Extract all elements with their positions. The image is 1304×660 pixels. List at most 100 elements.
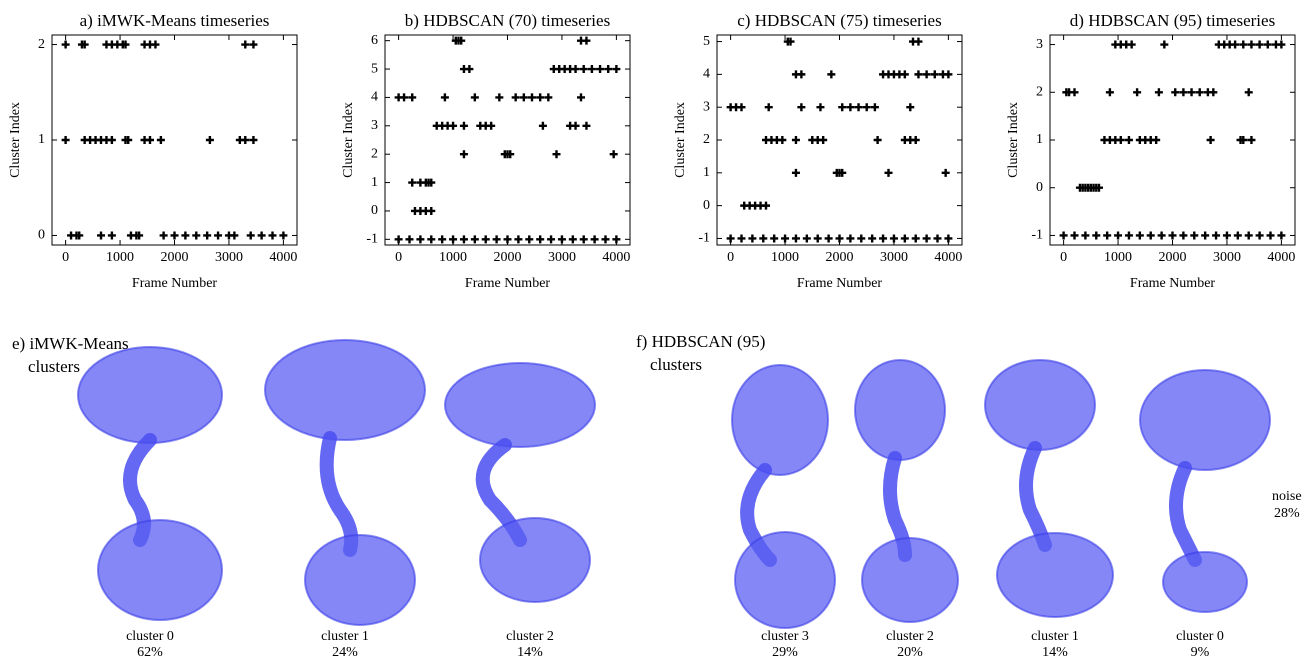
point <box>816 103 825 112</box>
point <box>1127 40 1136 49</box>
y-axis-label: Cluster Index <box>8 102 23 178</box>
x-tick-label: 3000 <box>215 250 243 265</box>
x-tick-label: 3000 <box>1213 250 1241 265</box>
point <box>249 136 258 144</box>
point <box>1171 88 1180 97</box>
point <box>819 136 828 144</box>
point <box>770 234 779 243</box>
point <box>911 136 920 144</box>
point <box>1179 231 1188 240</box>
noise-label: noise <box>1272 489 1302 504</box>
x-axis-label: Frame Number <box>1130 276 1215 291</box>
point <box>1160 40 1169 49</box>
point <box>506 150 515 159</box>
point <box>1233 231 1242 240</box>
chart-title: b) HDBSCAN (70) timeseries <box>405 11 610 30</box>
point <box>1081 231 1090 240</box>
x-tick-label: 1000 <box>106 250 134 265</box>
point <box>748 234 757 243</box>
point <box>759 234 768 243</box>
y-tick-label: 3 <box>1036 37 1043 52</box>
y-tick-label: 6 <box>371 33 378 48</box>
point <box>582 36 591 45</box>
point <box>1133 88 1142 97</box>
point <box>557 235 566 244</box>
cluster-percent: 29% <box>772 645 798 660</box>
cluster-label: cluster 1 <box>1031 629 1079 644</box>
point <box>838 168 847 177</box>
point <box>612 65 621 74</box>
point <box>1070 231 1079 240</box>
y-tick-label: 4 <box>703 67 710 82</box>
x-tick-label: 0 <box>62 250 69 265</box>
point <box>214 231 223 240</box>
point <box>764 103 773 112</box>
point <box>405 235 414 244</box>
y-tick-label: 4 <box>371 90 378 105</box>
y-tick-label: 2 <box>1036 84 1043 99</box>
y-axis-label: Cluster Index <box>673 102 688 178</box>
point <box>80 40 89 49</box>
y-tick-label: 1 <box>703 165 710 180</box>
point <box>791 136 800 144</box>
point <box>737 234 746 243</box>
cluster-label: cluster 0 <box>1176 629 1224 644</box>
point <box>1146 231 1155 240</box>
point <box>1157 231 1166 240</box>
y-tick-label: -1 <box>1031 228 1043 243</box>
structure <box>444 362 596 603</box>
point <box>544 93 553 102</box>
point <box>438 235 447 244</box>
plot-frame <box>716 34 963 246</box>
point <box>181 231 190 240</box>
point <box>838 103 847 112</box>
point <box>1168 231 1177 240</box>
point <box>911 234 920 243</box>
y-tick-label: 0 <box>371 203 378 218</box>
point <box>914 70 923 79</box>
point <box>97 231 105 240</box>
point <box>1277 231 1286 240</box>
point <box>107 231 116 240</box>
y-tick-label: 0 <box>1036 180 1043 195</box>
point <box>241 136 250 144</box>
point <box>525 235 534 244</box>
point <box>440 93 449 102</box>
x-tick-label: 2000 <box>826 250 854 265</box>
point <box>786 37 795 46</box>
point <box>241 40 250 49</box>
y-tick-label: -1 <box>366 232 378 247</box>
point <box>824 234 833 243</box>
point <box>1266 231 1275 240</box>
point <box>1247 40 1256 49</box>
point <box>612 235 621 244</box>
point <box>470 93 479 102</box>
point <box>552 150 561 159</box>
y-tick-label: 0 <box>703 198 710 213</box>
structure <box>731 364 836 629</box>
point <box>459 150 468 159</box>
point <box>61 40 70 49</box>
chart-title: c) HDBSCAN (75) timeseries <box>737 11 941 30</box>
point <box>492 235 501 244</box>
point <box>408 178 417 187</box>
x-tick-label: 0 <box>1060 250 1067 265</box>
cluster-label: cluster 2 <box>506 629 554 644</box>
plot-frame <box>51 34 298 246</box>
point <box>791 234 800 243</box>
chart: d) HDBSCAN (95) timeseries Frame Number Cl… <box>1006 11 1296 291</box>
cluster-percent: 14% <box>1042 645 1068 660</box>
point <box>75 231 84 240</box>
structure <box>264 339 426 626</box>
point <box>906 103 915 112</box>
point <box>61 136 70 144</box>
structure <box>984 359 1114 618</box>
point <box>781 234 790 243</box>
point <box>835 234 844 243</box>
y-tick-label: 1 <box>1036 132 1043 147</box>
point <box>1124 231 1133 240</box>
point <box>1244 231 1253 240</box>
point <box>1190 231 1199 240</box>
point <box>146 136 154 144</box>
point <box>571 121 580 130</box>
